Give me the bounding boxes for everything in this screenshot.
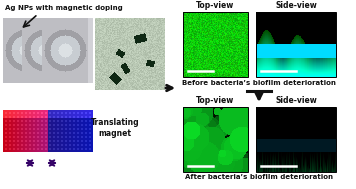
- Text: Top-view: Top-view: [196, 1, 234, 10]
- Bar: [256, 107, 336, 172]
- Text: Before bacteria’s biofilm deterioration: Before bacteria’s biofilm deterioration: [182, 80, 336, 86]
- Bar: [256, 12, 336, 77]
- Bar: [183, 12, 248, 77]
- Text: Side-view: Side-view: [275, 1, 317, 10]
- Text: Side-view: Side-view: [275, 96, 317, 105]
- Text: Translating
magnet: Translating magnet: [91, 118, 139, 138]
- Bar: [183, 107, 248, 172]
- Text: After bacteria’s biofilm deterioration: After bacteria’s biofilm deterioration: [185, 174, 333, 180]
- Text: Top-view: Top-view: [196, 96, 234, 105]
- Text: Ag NPs with magnetic doping: Ag NPs with magnetic doping: [5, 5, 123, 11]
